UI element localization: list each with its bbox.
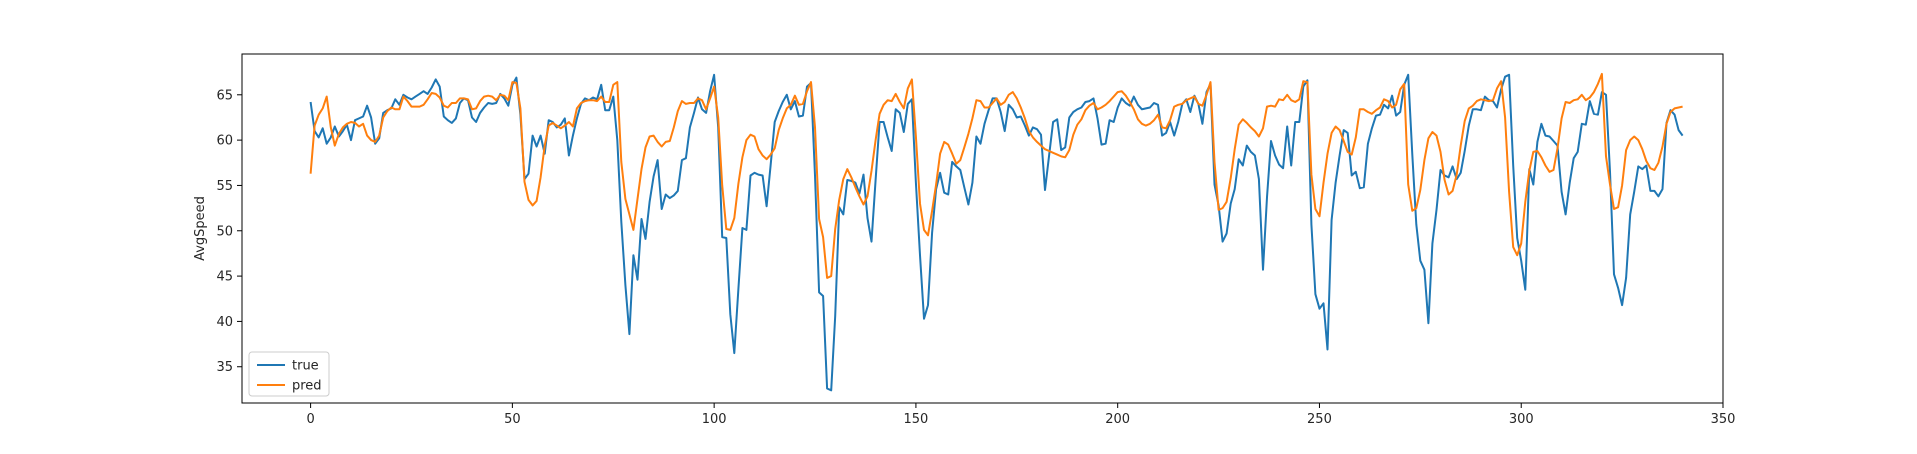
y-tick-label: 40 [216, 315, 233, 330]
plot-area [309, 72, 1684, 392]
y-tick-label: 55 [216, 179, 233, 194]
y-tick-label: 35 [216, 360, 233, 375]
y-tick-label: 65 [216, 88, 233, 103]
x-tick-label: 100 [702, 412, 727, 427]
series-line-pred [309, 72, 1683, 279]
legend: true pred [248, 351, 330, 397]
y-axis-label: AvgSpeed [193, 196, 208, 261]
x-tick-label: 200 [1105, 412, 1130, 427]
y-tick-label: 50 [216, 224, 233, 239]
x-tick-label: 350 [1711, 412, 1736, 427]
x-tick-label: 300 [1509, 412, 1534, 427]
x-tick-label: 50 [504, 412, 521, 427]
x-tick-label: 0 [306, 412, 314, 427]
x-tick-label: 250 [1307, 412, 1332, 427]
x-tick-label: 150 [904, 412, 929, 427]
y-tick-label: 45 [216, 270, 233, 285]
legend-label-true: true [292, 359, 319, 374]
legend-label-pred: pred [292, 379, 322, 394]
y-tick-label: 60 [216, 134, 233, 149]
axes: 0 50 100 150 200 250 300 350 35 40 45 50 55 60 65 [216, 53, 1736, 427]
plot-frame [241, 53, 1724, 404]
